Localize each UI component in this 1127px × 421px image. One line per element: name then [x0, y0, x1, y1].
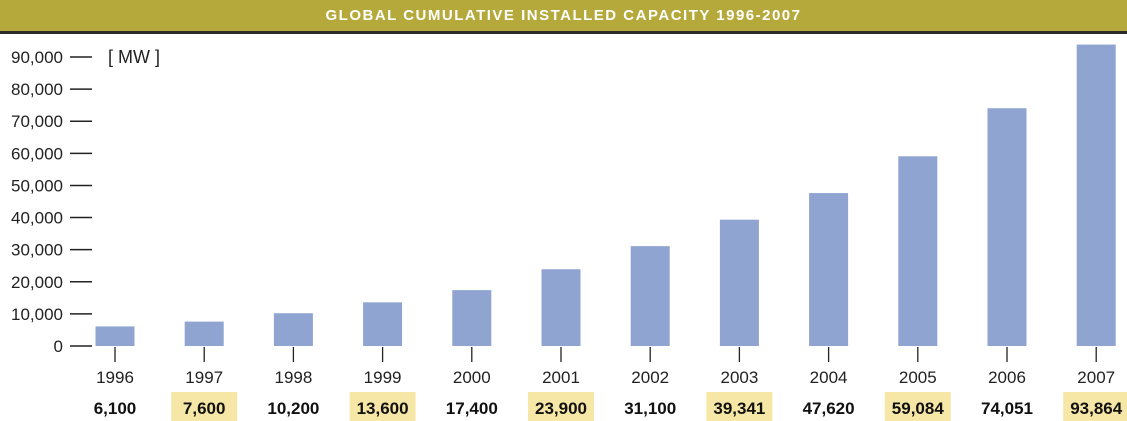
bar	[630, 246, 670, 346]
y-tick-label: 90,000	[11, 48, 63, 67]
x-tick-label: 2004	[810, 368, 848, 387]
value-highlight	[528, 392, 594, 421]
value-label: 13,600	[357, 399, 409, 418]
value-label: 7,600	[183, 399, 226, 418]
unit-label: [ MW ]	[108, 47, 160, 67]
bar	[1076, 44, 1116, 347]
value-label: 23,900	[535, 399, 587, 418]
bar	[809, 193, 849, 346]
value-label: 10,200	[267, 399, 319, 418]
x-tick-label: 1997	[185, 368, 223, 387]
x-tick-label: 2007	[1077, 368, 1115, 387]
bar	[273, 313, 313, 346]
x-tick-label: 2002	[631, 368, 669, 387]
chart-title: GLOBAL CUMULATIVE INSTALLED CAPACITY 199…	[325, 7, 802, 24]
x-tick-label: 1996	[96, 368, 134, 387]
x-tick-label: 2001	[542, 368, 580, 387]
y-tick-label: 10,000	[11, 305, 63, 324]
value-label: 74,051	[981, 399, 1033, 418]
y-tick-label: 0	[54, 337, 63, 356]
bar	[95, 326, 135, 346]
x-tick-label: 1999	[364, 368, 402, 387]
x-tick-label: 2005	[899, 368, 937, 387]
bar	[363, 302, 403, 346]
chart-title-bar: GLOBAL CUMULATIVE INSTALLED CAPACITY 199…	[0, 0, 1127, 34]
bar	[719, 219, 759, 346]
x-tick-label: 2003	[720, 368, 758, 387]
value-label: 6,100	[94, 399, 137, 418]
y-tick-label: 30,000	[11, 241, 63, 260]
value-label: 17,400	[446, 399, 498, 418]
value-label: 59,084	[892, 399, 945, 418]
value-highlight	[884, 392, 951, 421]
y-tick-label: 80,000	[11, 80, 63, 99]
bar	[452, 290, 492, 346]
x-tick-label: 2000	[453, 368, 491, 387]
bar	[541, 269, 581, 346]
value-highlight	[349, 392, 416, 421]
y-tick-label: 70,000	[11, 112, 63, 131]
value-highlight	[706, 392, 773, 421]
value-highlight	[1063, 392, 1127, 421]
value-label: 47,620	[803, 399, 855, 418]
value-highlight	[171, 392, 238, 421]
y-tick-label: 40,000	[11, 209, 63, 228]
x-tick-label: 2006	[988, 368, 1026, 387]
y-tick-label: 50,000	[11, 176, 63, 195]
y-tick-label: 20,000	[11, 273, 63, 292]
x-tick-label: 1998	[274, 368, 312, 387]
bar	[184, 321, 224, 346]
value-label: 93,864	[1070, 399, 1123, 418]
bar	[898, 156, 938, 346]
bar	[987, 108, 1027, 346]
value-label: 31,100	[624, 399, 676, 418]
y-tick-label: 60,000	[11, 144, 63, 163]
value-label: 39,341	[713, 399, 765, 418]
